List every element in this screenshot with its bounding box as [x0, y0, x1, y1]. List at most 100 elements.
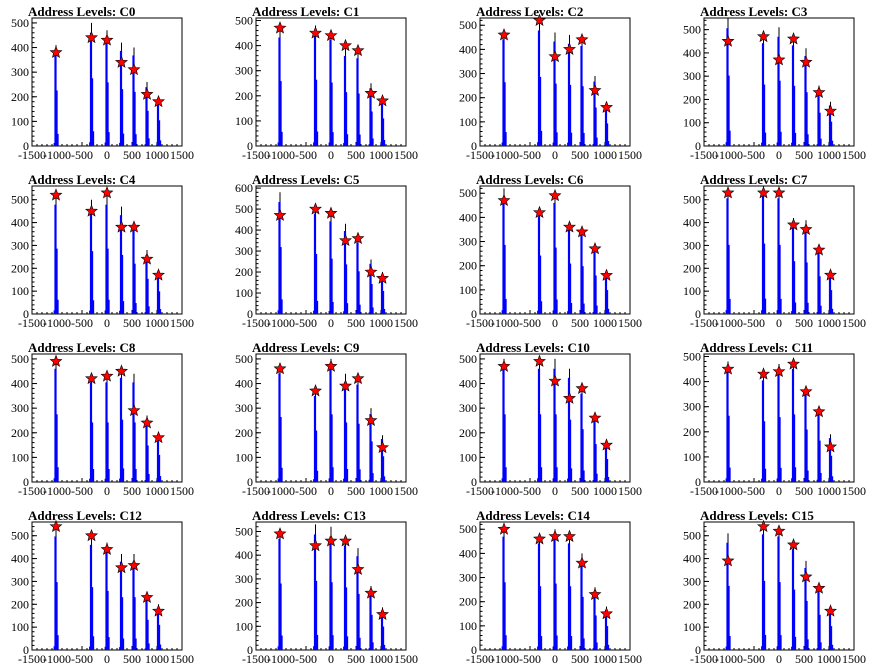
hist-side-bar: [359, 135, 361, 146]
hist-side-bar: [831, 645, 833, 650]
hist-side-bar: [540, 131, 542, 146]
y-tick-label: 400: [683, 552, 701, 566]
x-tick-label: -1000: [43, 316, 71, 330]
y-tick-label: 300: [683, 400, 701, 414]
hist-side-bar: [820, 473, 822, 482]
x-tick-label: 1500: [170, 148, 194, 162]
hist-side-bar: [596, 474, 598, 482]
hist-side-bar: [807, 303, 809, 314]
y-tick-label: 500: [683, 529, 701, 543]
x-tick-label: -500: [743, 484, 765, 498]
x-tick-label: -1500: [690, 484, 718, 498]
x-tick-label: -1000: [267, 316, 295, 330]
y-tick-label: 500: [11, 352, 29, 366]
hist-side-bar: [92, 131, 94, 146]
y-tick-label: 200: [235, 596, 253, 610]
hist-side-bar: [596, 306, 598, 314]
x-tick-label: -500: [743, 652, 765, 666]
hist-side-bar: [383, 645, 385, 650]
hist-side-bar: [159, 645, 161, 650]
hist-side-bar: [159, 140, 161, 146]
x-tick-label: -1500: [242, 652, 270, 666]
x-tick-label: -1500: [18, 484, 46, 498]
x-tick-label: 500: [123, 484, 141, 498]
x-tick-label: -1500: [690, 652, 718, 666]
hist-side-bar: [92, 469, 94, 482]
y-tick-label: 500: [683, 23, 701, 37]
hist-side-bar: [540, 467, 542, 482]
x-tick-label: 1000: [593, 148, 617, 162]
hist-side-bar: [135, 469, 137, 482]
chart-title: Address Levels: C4: [28, 172, 136, 187]
x-tick-label: 1500: [842, 148, 866, 162]
y-tick-label: 200: [459, 595, 477, 609]
x-tick-label: 0: [104, 316, 110, 330]
hist-side-bar: [346, 636, 348, 650]
chart-panel-0: Address Levels: C00100200300400500-1500-…: [11, 4, 194, 162]
x-tick-label: -500: [519, 652, 541, 666]
y-tick-label: 500: [11, 16, 29, 30]
hist-side-bar: [820, 139, 822, 146]
y-tick-label: 300: [11, 65, 29, 79]
chart-title: Address Levels: C1: [252, 4, 359, 19]
hist-side-bar: [281, 635, 283, 650]
y-tick-label: 200: [683, 92, 701, 106]
y-tick-label: 500: [459, 352, 477, 366]
y-tick-label: 200: [11, 261, 29, 275]
chart-title: Address Levels: C5: [252, 172, 360, 187]
y-tick-label: 100: [459, 450, 477, 464]
x-tick-label: 1500: [842, 316, 866, 330]
y-tick-label: 400: [683, 375, 701, 389]
y-tick-label: 400: [235, 223, 253, 237]
hist-side-bar: [332, 467, 334, 482]
chart-panel-11: Address Levels: C110100200300400500-1500…: [683, 340, 866, 498]
x-tick-label: 0: [776, 316, 782, 330]
x-tick-label: -500: [743, 316, 765, 330]
x-tick-label: -500: [295, 316, 317, 330]
chart-panel-7: Address Levels: C70100200300400500-1500-…: [683, 172, 866, 330]
hist-side-bar: [607, 309, 609, 314]
x-tick-label: 0: [776, 484, 782, 498]
x-tick-label: -1000: [267, 148, 295, 162]
hist-side-bar: [316, 471, 318, 482]
x-tick-label: 1500: [618, 652, 642, 666]
x-tick-label: 1500: [618, 316, 642, 330]
y-tick-label: 200: [459, 91, 477, 105]
x-tick-label: -1500: [690, 316, 718, 330]
chart-panel-3: Address Levels: C30100200300400500-1500-…: [683, 4, 866, 162]
hist-side-bar: [570, 636, 572, 650]
hist-side-bar: [372, 138, 374, 146]
y-tick-label: 100: [235, 450, 253, 464]
y-tick-label: 400: [235, 377, 253, 391]
x-tick-label: 1000: [369, 652, 393, 666]
x-tick-label: 1000: [145, 148, 169, 162]
y-tick-label: 100: [11, 114, 29, 128]
x-tick-label: 0: [328, 148, 334, 162]
hist-side-bar: [764, 635, 766, 650]
x-tick-label: 1500: [170, 652, 194, 666]
hist-side-bar: [372, 642, 374, 650]
x-tick-label: -500: [71, 148, 93, 162]
x-tick-label: 1500: [618, 484, 642, 498]
hist-side-bar: [316, 635, 318, 650]
y-tick-label: 100: [459, 115, 477, 129]
hist-side-bar: [764, 469, 766, 482]
x-tick-label: 500: [571, 148, 589, 162]
x-tick-label: 1000: [369, 316, 393, 330]
hist-side-bar: [794, 133, 796, 146]
x-tick-label: -1500: [18, 652, 46, 666]
hist-side-bar: [570, 468, 572, 482]
hist-side-bar: [607, 477, 609, 482]
hist-side-bar: [122, 468, 124, 482]
x-tick-label: 0: [104, 148, 110, 162]
y-tick-label: 200: [235, 265, 253, 279]
hist-side-bar: [57, 467, 59, 482]
x-tick-label: -1500: [466, 148, 494, 162]
x-tick-label: 0: [104, 484, 110, 498]
x-tick-label: 0: [776, 148, 782, 162]
hist-side-bar: [332, 132, 334, 146]
x-tick-label: 1500: [394, 316, 418, 330]
x-tick-label: -500: [295, 148, 317, 162]
hist-side-bar: [383, 476, 385, 482]
x-tick-label: -1000: [267, 484, 295, 498]
